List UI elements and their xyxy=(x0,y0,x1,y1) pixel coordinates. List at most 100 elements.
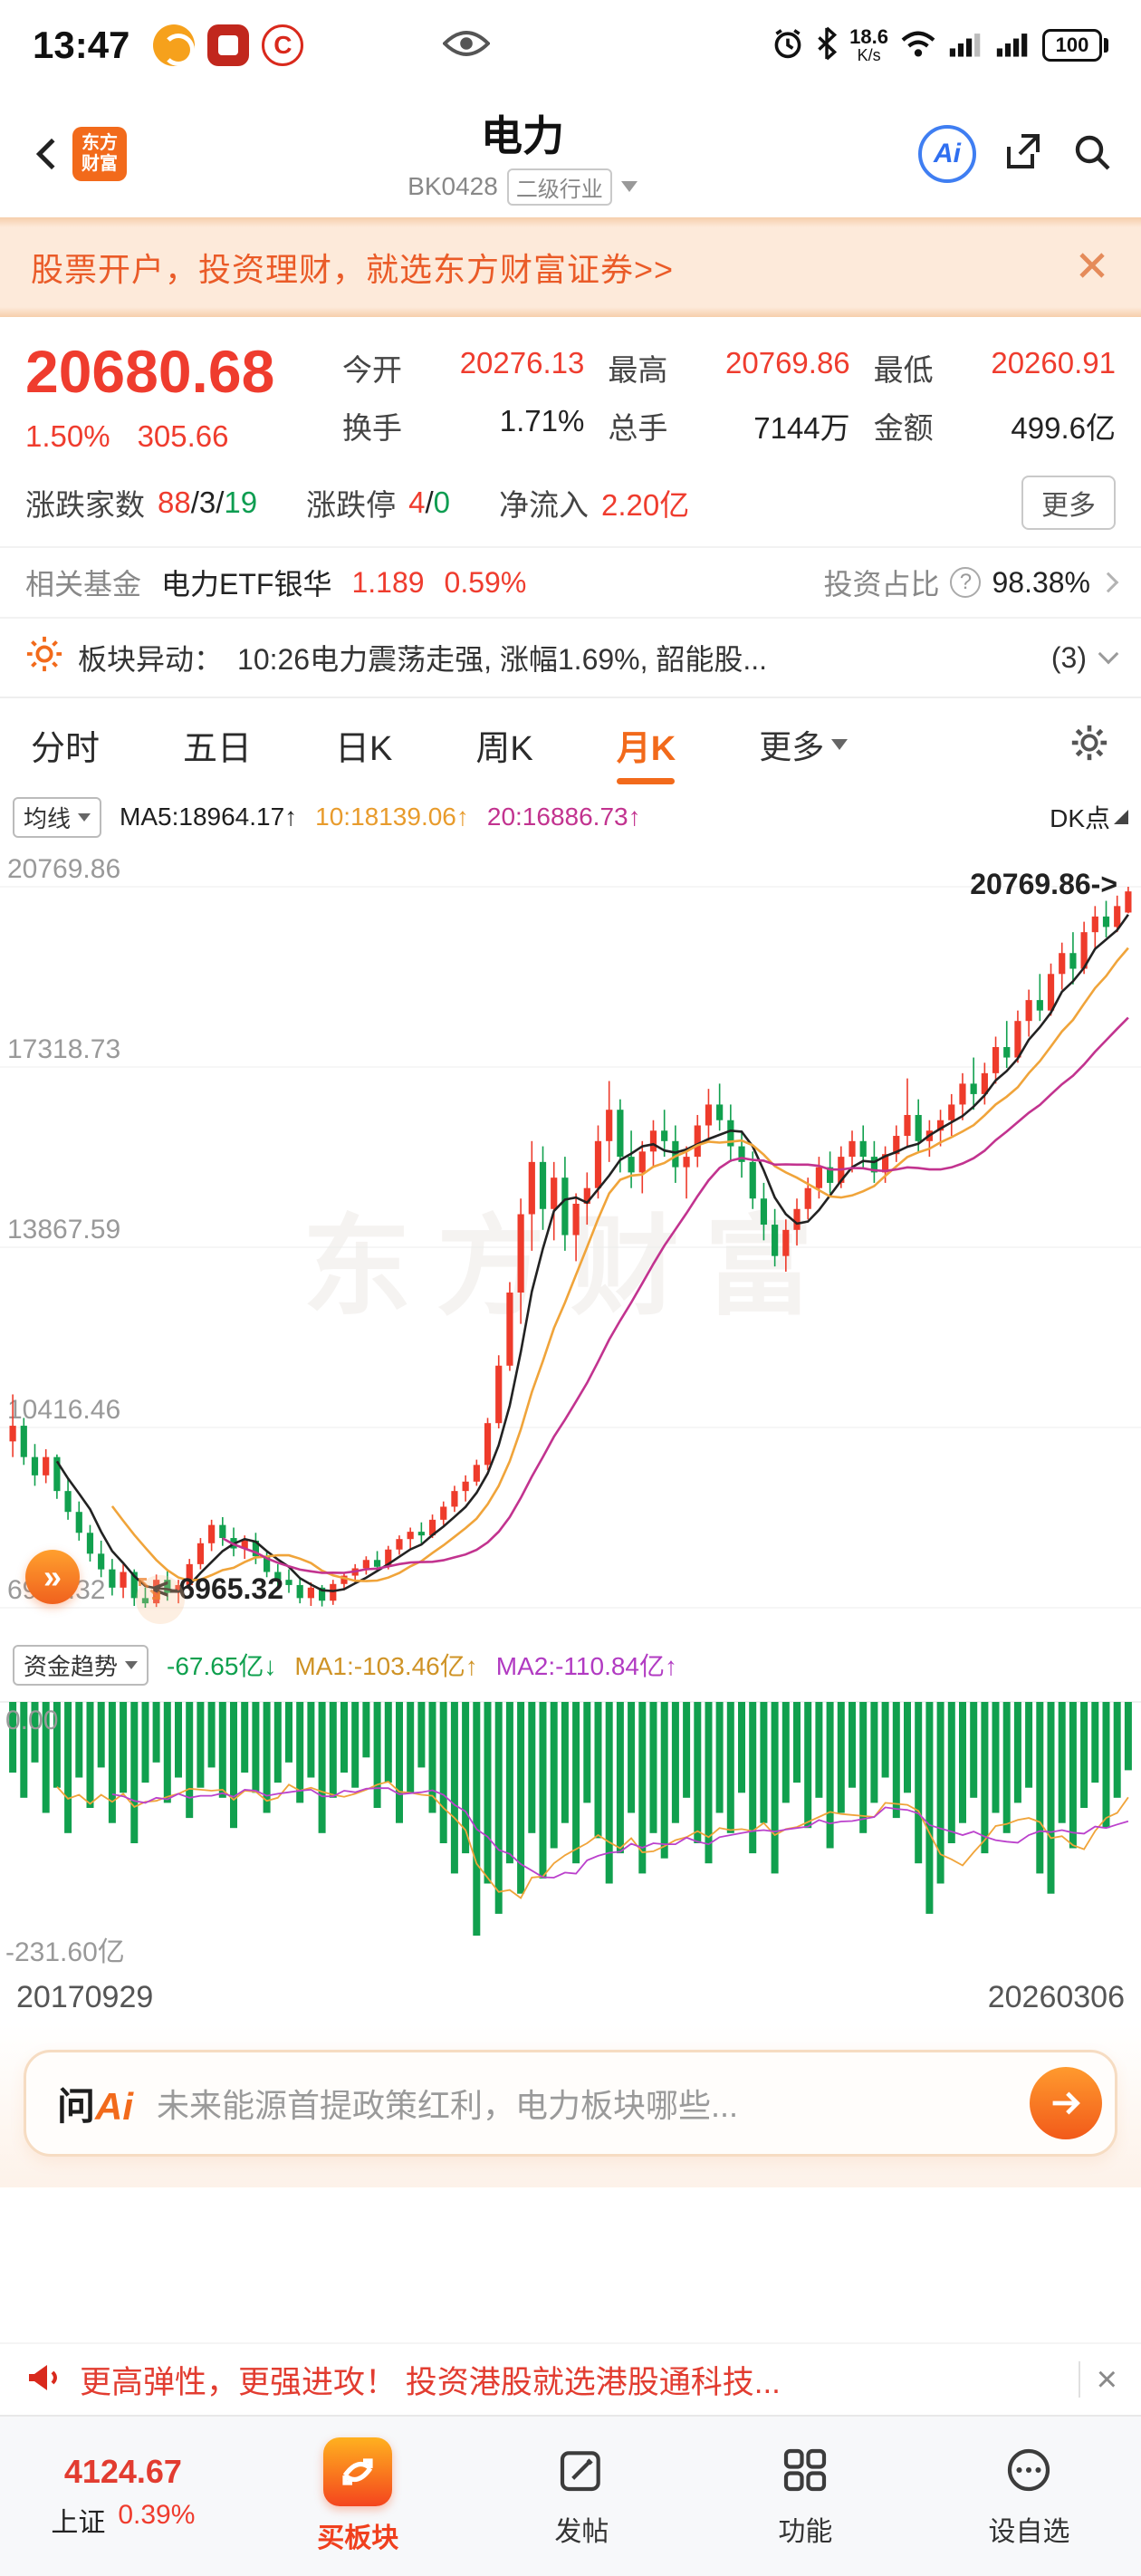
axis-start-date: 20170929 xyxy=(16,1979,154,2014)
nav-buy-sector[interactable]: 买板块 xyxy=(246,2437,470,2555)
change-amount: 305.66 xyxy=(137,419,229,454)
svg-text:17318.73: 17318.73 xyxy=(7,1034,120,1064)
industry-level-tag[interactable]: 二级行业 xyxy=(506,168,612,206)
svg-text:<-6965.32: <-6965.32 xyxy=(152,1572,283,1605)
tab-five-day[interactable]: 五日 xyxy=(183,729,253,768)
ma-legend-bar: 均线 MA5:18964.17↑ 10:18139.06↑ 20:16886.7… xyxy=(0,791,1141,843)
nav-functions[interactable]: 功能 xyxy=(694,2445,917,2549)
alert-count: (3) xyxy=(1050,640,1087,674)
svg-text:20769.86->: 20769.86-> xyxy=(970,868,1117,900)
sector-code: BK0428 xyxy=(408,172,498,200)
tab-monthly-k[interactable]: 月K xyxy=(617,704,676,786)
turnover-label: 换手 xyxy=(342,411,402,445)
dk-point-button[interactable]: DK点 xyxy=(1050,799,1128,835)
ask-ai-send-button[interactable] xyxy=(1030,2067,1102,2140)
related-fund-row[interactable]: 相关基金 电力ETF银华 1.189 0.59% 投资占比 ? 98.38% xyxy=(0,546,1141,617)
share-icon[interactable] xyxy=(1002,130,1045,178)
nav-post-label: 发帖 xyxy=(554,2516,609,2547)
promo-text: 股票开户，投资理财，就选东方财富证券>> xyxy=(31,251,675,288)
jump-latest-button[interactable]: » xyxy=(25,1550,80,1605)
search-icon[interactable] xyxy=(1070,130,1114,178)
index-pct: 0.39% xyxy=(118,2500,196,2530)
expand-chart-button[interactable] xyxy=(136,1575,185,1625)
fund-flow-chart[interactable]: 0.00 -231.60亿 xyxy=(0,1689,1141,1970)
alert-text: 10:26电力震荡走强, 涨幅1.69%, 韶能股... xyxy=(237,643,768,677)
status-bar: 13:47 C 18.6 K/s xyxy=(0,0,1141,91)
wifi-icon xyxy=(899,28,937,63)
page-header: 东方 财富 电力 BK0428 二级行业 Ai xyxy=(0,91,1141,217)
index-value: 4124.67 xyxy=(63,2453,182,2490)
axis-end-date: 20260306 xyxy=(987,1979,1125,2014)
ma10-value: 10:18139.06↑ xyxy=(315,803,469,831)
low-label: 最低 xyxy=(873,353,934,387)
alert-expand-icon[interactable] xyxy=(1098,643,1119,665)
fund-name: 电力ETF银华 xyxy=(161,568,332,601)
network-speed: 18.6 K/s xyxy=(849,25,888,64)
nav-functions-label: 功能 xyxy=(778,2516,833,2547)
nav-add-watchlist[interactable]: 设自选 xyxy=(917,2445,1141,2549)
more-button[interactable]: 更多 xyxy=(1021,476,1116,531)
eastmoney-logo: 东方 财富 xyxy=(72,127,127,181)
promo-close-icon[interactable] xyxy=(1074,247,1110,288)
title-dropdown-icon[interactable] xyxy=(620,181,638,192)
index-name: 上证 xyxy=(51,2508,106,2538)
svg-text:20769.86: 20769.86 xyxy=(7,854,120,884)
help-icon[interactable]: ? xyxy=(950,567,982,599)
flow-current-value: -67.65亿↓ xyxy=(167,1652,277,1681)
battery-icon: 100 xyxy=(1042,29,1108,62)
kline-svg[interactable]: 20769.8617318.7313867.5910416.466965.322… xyxy=(0,843,1141,1640)
ad-close-icon[interactable]: × xyxy=(1096,2360,1117,2399)
amount-value: 499.6亿 xyxy=(1011,411,1116,445)
open-value: 20276.13 xyxy=(459,346,585,380)
flow-ma2-value: MA2:-110.84亿↑ xyxy=(495,1652,677,1681)
tab-daily-k[interactable]: 日K xyxy=(335,729,393,768)
status-icons: 18.6 K/s 100 xyxy=(772,26,1108,65)
flow-selector-chip[interactable]: 资金趋势 xyxy=(13,1644,149,1686)
ai-assistant-button[interactable]: Ai xyxy=(918,125,976,183)
last-price: 20680.68 xyxy=(25,338,275,405)
signal-bars-sim1-icon xyxy=(948,28,984,63)
notification-app-icon-3: C xyxy=(262,24,304,66)
high-label: 最高 xyxy=(608,353,668,387)
alert-label: 板块异动： xyxy=(78,643,224,677)
post-pencil-icon xyxy=(556,2445,607,2500)
alert-sun-icon xyxy=(25,635,63,680)
back-button[interactable] xyxy=(27,127,69,181)
x-axis-dates: 20170929 20260306 xyxy=(0,1970,1141,2024)
quote-panel: 20680.68 1.50% 305.66 今开 20276.13 最高 20769… xyxy=(0,317,1141,546)
period-tabs: 分时 五日 日K 周K 月K 更多 xyxy=(0,697,1141,791)
flow-svg[interactable]: 0.00 -231.60亿 xyxy=(0,1689,1141,1970)
svg-text:10416.46: 10416.46 xyxy=(7,1395,120,1425)
chart-settings-gear-icon[interactable] xyxy=(1069,722,1110,768)
ad-banner[interactable]: 更高弹性，更强进攻！ 投资港股就选港股通科技... × xyxy=(0,2342,1141,2415)
ratio-value: 98.38% xyxy=(992,565,1090,599)
tab-more[interactable]: 更多 xyxy=(759,705,849,784)
nav-index-shanghai[interactable]: 4124.67 上证 0.39% xyxy=(0,2453,246,2540)
grid-icon xyxy=(780,2445,830,2500)
fund-pct: 0.59% xyxy=(444,565,527,599)
ad-divider xyxy=(1078,2361,1080,2398)
promo-banner[interactable]: 股票开户，投资理财，就选东方财富证券>> xyxy=(0,217,1141,317)
inflow-value: 2.20亿 xyxy=(601,488,690,523)
ma20-value: 20:16886.73↑ xyxy=(486,803,641,831)
svg-text:0.00: 0.00 xyxy=(5,1706,58,1735)
alarm-icon xyxy=(772,27,804,64)
tab-minute[interactable]: 分时 xyxy=(31,729,101,768)
ask-ai-input[interactable]: 问 Ai 未来能源首提政策红利，电力板块哪些... xyxy=(24,2050,1117,2158)
eye-protection-icon xyxy=(442,27,492,64)
ma-selector-chip[interactable]: 均线 xyxy=(13,796,102,838)
tab-weekly-k[interactable]: 周K xyxy=(475,729,533,768)
ask-ai-brand: 问 Ai xyxy=(57,2084,134,2128)
signal-bars-sim2-icon xyxy=(995,28,1031,63)
limit-value: 4/0 xyxy=(408,485,451,520)
high-value: 20769.86 xyxy=(725,346,850,380)
low-value: 20260.91 xyxy=(991,346,1116,380)
flow-ma1-value: MA1:-103.46亿↑ xyxy=(294,1652,478,1681)
fund-label: 相关基金 xyxy=(25,568,142,601)
candlestick-chart[interactable]: 东方财富 20769.8617318.7313867.5910416.46696… xyxy=(0,843,1141,1640)
svg-text:13867.59: 13867.59 xyxy=(7,1215,120,1245)
nav-watchlist-label: 设自选 xyxy=(988,2516,1070,2547)
svg-text:-231.60亿: -231.60亿 xyxy=(5,1937,125,1967)
sector-alert-row[interactable]: 板块异动： 10:26电力震荡走强, 涨幅1.69%, 韶能股... (3) xyxy=(0,617,1141,697)
nav-post[interactable]: 发帖 xyxy=(470,2445,694,2549)
